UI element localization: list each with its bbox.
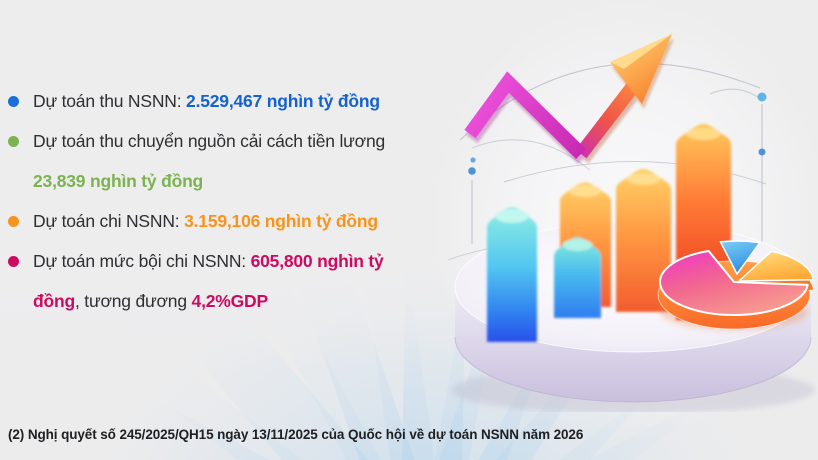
bullet-item-chi-nsnn: Dự toán chi NSNN: 3.159,106 nghìn tỷ đồn… [8, 201, 408, 241]
bullet-dot [8, 136, 19, 147]
bullet-label: Dự toán thu NSNN: [33, 91, 187, 111]
bullet-value: 2.529,467 nghìn tỷ đồng [186, 91, 380, 111]
bullet-value: 3.159,106 nghìn tỷ đồng [184, 211, 378, 231]
bullet-label: Dự toán thu chuyển nguồn cải cách tiền l… [33, 131, 386, 151]
budget-3d-illustration [447, 34, 815, 412]
bullet-dot [8, 96, 19, 107]
footnote: (2) Nghị quyết số 245/2025/QH15 ngày 13/… [8, 427, 584, 442]
bullet-label: Dự toán chi NSNN: [33, 211, 185, 231]
bullet-list: Dự toán thu NSNN: 2.529,467 nghìn tỷ đồn… [8, 81, 408, 321]
bullet-value-2: 4,2%GDP [191, 291, 269, 311]
bullet-label: Dự toán mức bội chi NSNN: [33, 251, 251, 271]
bullet-item-boi-chi-nsnn: Dự toán mức bội chi NSNN: 605,800 nghìn … [8, 241, 408, 321]
bullet-item-thu-chuyen-nguon: Dự toán thu chuyển nguồn cải cách tiền l… [8, 121, 408, 201]
bullet-dot [8, 256, 19, 267]
bullet-value: 23,839 nghìn tỷ đồng [33, 171, 204, 191]
bullet-item-thu-nsnn: Dự toán thu NSNN: 2.529,467 nghìn tỷ đồn… [8, 81, 408, 121]
bullet-dot [8, 216, 19, 227]
bullet-mid-text: , tương đương [74, 291, 192, 311]
